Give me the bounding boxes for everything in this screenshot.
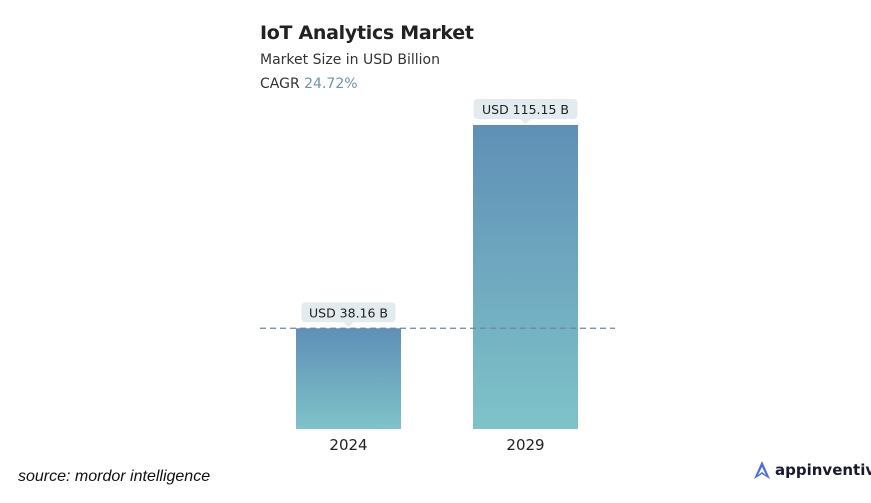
appinventiv-logo-icon [754,461,770,479]
brand-logo: appinventiv [752,460,871,480]
x-tick-label: 2024 [329,436,367,454]
data-label-pointer [343,322,354,328]
chart-title: IoT Analytics Market [260,22,474,44]
bar-2029 [473,125,578,429]
data-label: USD 115.15 B [482,102,569,117]
chart-subtitle: Market Size in USD Billion [260,52,440,68]
cagr: CAGR 24.72% [260,76,358,92]
cagr-value: 24.72% [304,76,358,92]
data-label-bg [301,302,396,323]
brand-name: appinventiv [775,461,871,479]
bar-2024 [296,328,401,429]
data-label-pointer [520,119,531,124]
x-tick-label: 2029 [506,436,544,454]
data-label-bg [473,99,578,119]
source-note: source: mordor intelligence [18,468,211,485]
data-label: USD 38.16 B [309,305,388,320]
cagr-label: CAGR [260,76,300,92]
